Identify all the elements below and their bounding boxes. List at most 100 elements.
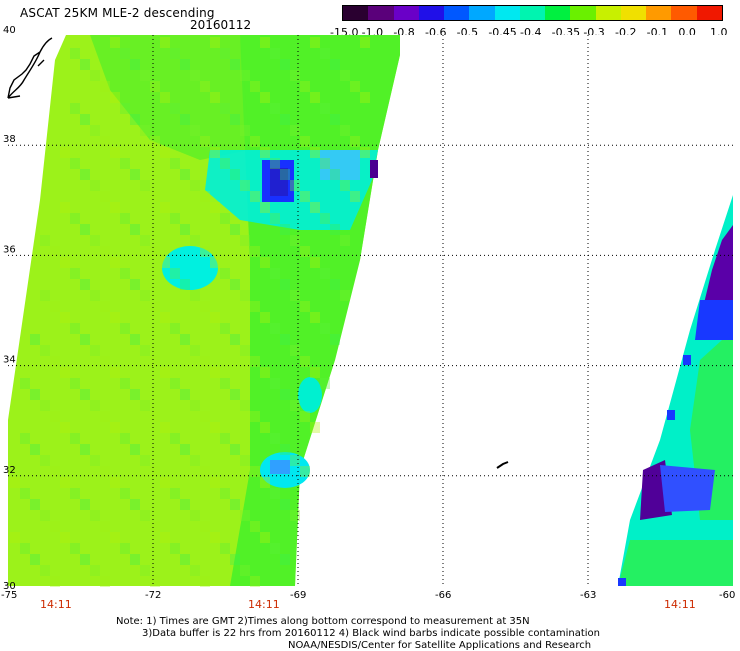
data-cell — [190, 455, 200, 466]
data-cell — [60, 312, 70, 323]
data-cell — [210, 37, 220, 48]
data-cell — [230, 169, 240, 180]
data-cell — [350, 81, 360, 92]
colorbar-swatch — [393, 6, 419, 20]
data-cell — [140, 235, 150, 246]
data-cell — [270, 158, 280, 169]
data-cell — [190, 510, 200, 521]
data-cell — [190, 235, 200, 246]
data-cell — [140, 125, 150, 136]
data-cell — [310, 147, 320, 158]
data-cell — [160, 257, 170, 268]
data-cell — [10, 532, 20, 543]
data-cell — [150, 191, 160, 202]
colorbar-swatch — [671, 6, 697, 20]
time-label-center: 14:11 — [248, 598, 280, 611]
data-cell — [30, 389, 40, 400]
data-cell — [110, 312, 120, 323]
data-cell — [270, 268, 280, 279]
blue-spot-east-3 — [618, 578, 626, 586]
data-cell — [250, 136, 260, 147]
data-cell — [80, 279, 90, 290]
data-cell — [220, 543, 230, 554]
data-cell — [120, 323, 130, 334]
data-cell — [180, 334, 190, 345]
data-cell — [200, 521, 210, 532]
data-cell — [300, 301, 310, 312]
colorbar-swatch — [444, 6, 470, 20]
latitude-label: 38 — [3, 134, 16, 145]
purple-spot-north — [370, 160, 378, 178]
data-cell — [100, 466, 110, 477]
data-cell — [250, 466, 260, 477]
colorbar-swatch — [646, 6, 672, 20]
data-cell — [200, 576, 210, 587]
data-cell — [190, 345, 200, 356]
data-cell — [160, 367, 170, 378]
data-cell — [280, 224, 290, 235]
data-cell — [300, 466, 310, 477]
data-cell — [240, 70, 250, 81]
data-cell — [50, 356, 60, 367]
data-cell — [280, 279, 290, 290]
latitude-label: 30 — [3, 581, 16, 592]
data-cell — [290, 180, 300, 191]
map-date: 20160112 — [190, 18, 252, 32]
data-cell — [90, 400, 100, 411]
data-cell — [90, 565, 100, 576]
data-cell — [200, 191, 210, 202]
data-cell — [40, 400, 50, 411]
data-cell — [50, 301, 60, 312]
data-cell — [250, 521, 260, 532]
data-cell — [280, 389, 290, 400]
data-cell — [140, 180, 150, 191]
data-cell — [120, 158, 130, 169]
data-cell — [240, 125, 250, 136]
data-cell — [40, 565, 50, 576]
data-cell — [60, 477, 70, 488]
pixel-texture — [10, 37, 370, 587]
data-cell — [310, 312, 320, 323]
data-cell — [40, 455, 50, 466]
data-cell — [170, 103, 180, 114]
data-cell — [160, 92, 170, 103]
data-cell — [260, 37, 270, 48]
data-cell — [230, 334, 240, 345]
data-cell — [140, 565, 150, 576]
data-cell — [120, 543, 130, 554]
data-cell — [130, 389, 140, 400]
data-cell — [50, 411, 60, 422]
data-cell — [10, 477, 20, 488]
data-cell — [310, 202, 320, 213]
data-cell — [100, 246, 110, 257]
data-cell — [240, 235, 250, 246]
data-cell — [260, 202, 270, 213]
data-cell — [40, 510, 50, 521]
data-cell — [180, 224, 190, 235]
data-cell — [120, 103, 130, 114]
data-cell — [240, 290, 250, 301]
data-cell — [60, 367, 70, 378]
data-cell — [80, 59, 90, 70]
data-cell — [80, 114, 90, 125]
data-cell — [200, 136, 210, 147]
data-cell — [240, 345, 250, 356]
data-cell — [160, 532, 170, 543]
data-cell — [190, 290, 200, 301]
data-cell — [60, 257, 70, 268]
data-cell — [250, 246, 260, 257]
data-cell — [230, 444, 240, 455]
data-cell — [240, 510, 250, 521]
data-cell — [210, 92, 220, 103]
data-cell — [190, 125, 200, 136]
data-cell — [110, 92, 120, 103]
data-cell — [180, 59, 190, 70]
data-cell — [320, 158, 330, 169]
data-cell — [90, 180, 100, 191]
data-cell — [300, 356, 310, 367]
longitude-label: -75 — [1, 590, 17, 601]
data-cell — [70, 543, 80, 554]
data-cell — [90, 510, 100, 521]
colorbar-swatch — [620, 6, 647, 20]
data-cell — [110, 532, 120, 543]
